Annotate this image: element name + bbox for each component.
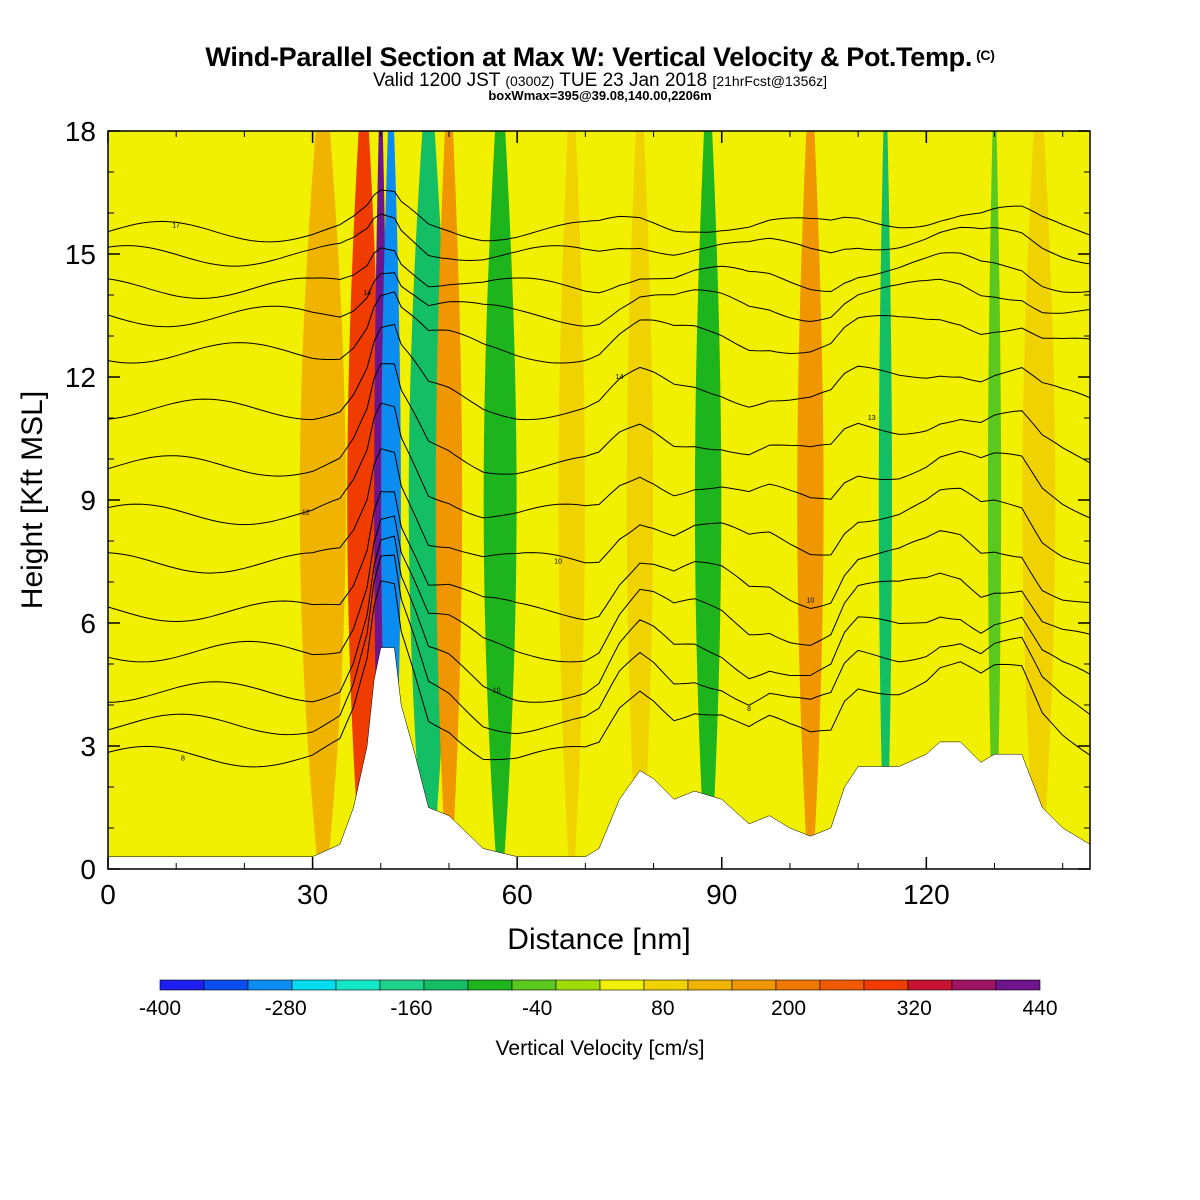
axes: 0 30 60 90 120 0 3 6 9 12 15 18 [65, 116, 1090, 910]
title-block: Wind-Parallel Section at Max W: Vertical… [0, 40, 1200, 102]
velocity-band [299, 131, 346, 869]
colorbar-tick-label: 440 [1022, 997, 1057, 1020]
colorbar-swatch [511, 979, 557, 991]
x-axis-label: Distance [nm] [507, 923, 690, 956]
x-tick-label: 120 [903, 879, 950, 910]
x-tick-label: 90 [706, 879, 737, 910]
theta-contour-label: 8 [181, 755, 185, 762]
theta-contour-label: 14 [363, 290, 371, 297]
theta-contour [108, 448, 1090, 574]
chart-title: Wind-Parallel Section at Max W: Vertical… [205, 42, 995, 72]
velocity-band [626, 131, 654, 869]
colorbar-swatch [995, 979, 1041, 991]
colorbar: -400 -280 -160 -40 80 200 320 440 [139, 979, 1058, 1020]
theta-contour-label: 10 [493, 687, 501, 694]
chart-subtitle: Valid 1200 JST (0300Z) TUE 23 Jan 2018 [… [372, 70, 828, 91]
colorbar-swatch [951, 979, 997, 991]
velocity-band [435, 131, 463, 869]
velocity-band [694, 131, 722, 869]
theta-contour-label: 8 [747, 706, 751, 713]
colorbar-tick-label: 80 [651, 997, 674, 1020]
theta-contour [108, 554, 1090, 736]
colorbar-tick-label: -40 [522, 997, 552, 1020]
theta-contour-label: 10 [554, 559, 562, 566]
velocity-band [483, 131, 517, 869]
velocity-band [1022, 131, 1056, 869]
colorbar-swatch [643, 979, 689, 991]
copyright-mark: (C) [976, 47, 995, 63]
colorbar-tick-label: 200 [771, 997, 806, 1020]
velocity-band [347, 131, 381, 869]
theta-contour [108, 535, 1090, 703]
theta-contour [108, 363, 1090, 477]
x-tick-label: 0 [100, 879, 116, 910]
theta-contour [108, 272, 1090, 328]
colorbar-label: Vertical Velocity [cm/s] [495, 1037, 705, 1060]
colorbar-swatch [863, 979, 909, 991]
y-tick-label: 15 [65, 239, 96, 270]
colorbar-swatch [203, 979, 249, 991]
theta-contour [108, 323, 1090, 421]
theta-contour-label: 14 [616, 374, 624, 381]
theta-contour-label: 12 [302, 509, 310, 516]
colorbar-swatch [599, 979, 645, 991]
theta-contour [108, 515, 1090, 663]
theta-contour [108, 490, 1090, 623]
colorbar-swatch [907, 979, 953, 991]
colorbar-tick-label: -280 [265, 997, 307, 1020]
colorbar-swatch [335, 979, 381, 991]
colorbar-swatch [159, 979, 205, 991]
colorbar-swatch [819, 979, 865, 991]
colorbar-swatch [687, 979, 733, 991]
colorbar-swatch [247, 979, 293, 991]
x-tick-label: 30 [297, 879, 328, 910]
colorbar-swatch [731, 979, 777, 991]
colorbar-tick-label: -160 [390, 997, 432, 1020]
y-tick-label: 12 [65, 362, 96, 393]
theta-contour [108, 291, 1090, 364]
y-tick-label: 9 [80, 485, 96, 516]
terrain [108, 647, 1090, 869]
y-tick-label: 18 [65, 116, 96, 147]
theta-contour [108, 580, 1090, 768]
y-tick-label: 6 [80, 608, 96, 639]
colorbar-swatch [775, 979, 821, 991]
colorbar-swatch [291, 979, 337, 991]
velocity-band [110, 131, 276, 869]
colorbar-tick-label: -400 [139, 997, 181, 1020]
colorbar-tick-label: 320 [897, 997, 932, 1020]
y-tick-label: 3 [80, 731, 96, 762]
theta-contour-label: 10 [807, 598, 815, 605]
theta-contour [108, 402, 1090, 526]
colorbar-swatch [555, 979, 601, 991]
colorbar-swatch [467, 979, 513, 991]
x-tick-label: 60 [502, 879, 533, 910]
theta-contour-label: 13 [868, 415, 876, 422]
theta-contour [108, 189, 1090, 243]
velocity-band [797, 131, 824, 869]
theta-contours: 17 14 14 13 12 10 10 10 8 8 [108, 189, 1090, 768]
theta-contour-label: 17 [172, 222, 180, 229]
colorbar-swatch [379, 979, 425, 991]
chart-subtitle-box-wmax: boxWmax=395@39.08,140.00,2206m [488, 88, 712, 103]
y-axis-label: Height [Kft MSL] [16, 391, 49, 609]
y-tick-label: 0 [80, 854, 96, 885]
theta-contour [108, 247, 1090, 299]
plot-area: 17 14 14 13 12 10 10 10 8 8 [108, 131, 1090, 869]
colorbar-swatch [423, 979, 469, 991]
velocity-band [558, 131, 585, 869]
theta-contour [108, 213, 1090, 267]
